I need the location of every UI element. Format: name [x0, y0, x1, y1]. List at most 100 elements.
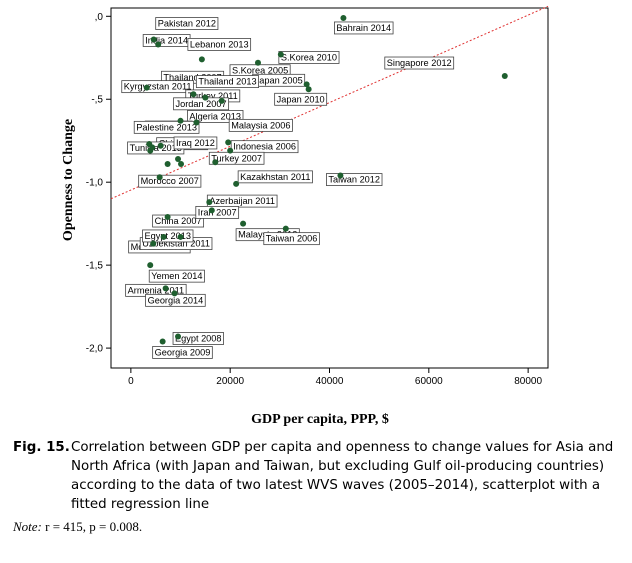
- data-point: [157, 142, 164, 149]
- figure-caption-text: Correlation between GDP per capita and o…: [71, 440, 614, 512]
- point-label-text: Taiwan 2006: [266, 234, 318, 244]
- data-point: [282, 225, 289, 232]
- points-layer: [143, 14, 508, 345]
- point-label-text: Turkey 2011: [188, 91, 238, 101]
- data-point: [303, 81, 310, 88]
- x-tick-label: 40000: [316, 376, 344, 387]
- data-point: [202, 94, 209, 101]
- data-point: [240, 220, 247, 227]
- point-label-text: Turkey 2007: [211, 153, 262, 163]
- point-label-text: Egypt 2008: [175, 333, 222, 343]
- point-label: Japan 2010: [274, 92, 328, 106]
- data-point: [177, 233, 184, 240]
- point-label-box: [263, 232, 320, 246]
- y-tick-label: -1,0: [86, 178, 104, 189]
- point-label: Turkey 2007: [208, 151, 265, 165]
- point-label-text: S.Korea 2005: [232, 66, 288, 76]
- data-point: [225, 139, 232, 146]
- point-label-box: [228, 118, 293, 132]
- x-tick-label: 20000: [216, 376, 244, 387]
- point-label: Taiwan 2012: [326, 173, 383, 186]
- point-label-box: [208, 151, 265, 165]
- point-label: Kyrgyzstan 2011: [121, 80, 194, 94]
- point-label: S.Korea 2010: [278, 51, 340, 64]
- x-tick-label: 0: [128, 376, 134, 387]
- x-axis-title: GDP per capita, PPP, $: [251, 412, 389, 427]
- scatter-chart: 0 20000 40000 60000 80000 ,0-,5-1,0-1,5-2,0 …: [61, 5, 549, 427]
- point-label: Singapore 2012: [384, 56, 455, 70]
- point-label: Georgia 2009: [152, 346, 213, 359]
- point-label-text: Japan 2010: [277, 94, 325, 104]
- point-label-text: Pakistan 2012: [158, 19, 216, 29]
- point-label-text: China 2007: [155, 216, 202, 226]
- point-label-text: Palestine 2013: [136, 122, 197, 132]
- data-point: [218, 97, 225, 104]
- point-label-box: [274, 92, 328, 106]
- data-point: [277, 51, 284, 58]
- point-label: Japan 2005: [252, 73, 306, 87]
- point-label-text: Tunisia 2013: [130, 143, 182, 153]
- data-point: [206, 199, 213, 206]
- data-point: [501, 73, 508, 80]
- point-label-box: [121, 80, 194, 94]
- point-label: Azerbaijan 2011: [206, 194, 278, 208]
- point-label: Lebanon 2013: [187, 38, 252, 51]
- point-label-text: Kazakhstan 2011: [240, 172, 310, 182]
- y-tick-label: ,0: [95, 12, 104, 23]
- y-tick-label: -,5: [91, 95, 103, 106]
- point-label-text: Jordan 2007: [176, 99, 227, 109]
- data-point: [147, 262, 154, 269]
- point-label-text: Indonesia 2006: [233, 142, 296, 152]
- point-label-text: Uzbekistan 2011: [142, 239, 210, 249]
- data-point: [340, 14, 347, 21]
- data-point: [150, 36, 157, 43]
- data-point: [162, 285, 169, 292]
- data-point: [198, 56, 205, 63]
- point-label: India 2014: [142, 34, 191, 47]
- data-point: [160, 233, 167, 240]
- point-label-text: Algeria 2013: [189, 111, 241, 121]
- point-label-text: Georgia 2009: [155, 347, 211, 357]
- x-tick-label: 60000: [415, 376, 443, 387]
- figure-label: Fig. 15.: [13, 440, 70, 455]
- data-point: [177, 117, 184, 124]
- point-label: Yemen 2014: [148, 269, 205, 283]
- data-point: [190, 91, 197, 98]
- data-point: [164, 214, 171, 221]
- y-axis: ,0 -,5 -1,0 -1,5 -2,0: [86, 12, 111, 355]
- point-label-box: [187, 38, 252, 51]
- note-label: Note:: [13, 519, 42, 534]
- point-label-text: Bahrain 2014: [336, 23, 391, 33]
- data-point: [164, 160, 171, 167]
- point-label: Iraq 2012: [173, 136, 218, 150]
- point-label-box: [152, 346, 213, 359]
- data-point: [150, 240, 157, 247]
- point-label: Thailand 2013: [195, 75, 259, 88]
- point-label-box: [278, 51, 340, 64]
- point-label-box: [384, 56, 455, 70]
- data-point: [171, 290, 178, 297]
- point-label: Iran 2007: [195, 205, 240, 219]
- point-label-box: [133, 120, 200, 134]
- data-point: [254, 59, 261, 66]
- point-label-text: Iraq 2012: [176, 138, 215, 148]
- point-label-text: India 2014: [145, 35, 188, 45]
- data-point: [305, 86, 312, 93]
- point-label: Indonesia 2006: [230, 140, 299, 154]
- data-point: [178, 160, 185, 167]
- point-label-text: Azerbaijan 2011: [209, 196, 275, 206]
- point-label: Egypt 2008: [172, 332, 224, 345]
- point-label: Pakistan 2012: [155, 17, 219, 30]
- data-point: [193, 119, 200, 126]
- point-label-text: Taiwan 2012: [328, 175, 380, 185]
- regression-line-layer: [110, 5, 549, 200]
- point-label-box: [155, 17, 219, 30]
- point-label: Taiwan 2006: [263, 232, 320, 246]
- point-label-text: Japan 2005: [255, 75, 303, 85]
- data-point: [337, 172, 344, 179]
- note-text: r = 415, p = 0.008.: [41, 519, 143, 534]
- point-label: Jordan 2007: [173, 97, 230, 111]
- point-label-text: Kyrgyzstan 2011: [124, 82, 192, 92]
- point-label-text: Thailand 2013: [198, 77, 256, 87]
- point-label-text: S.Korea 2010: [281, 52, 337, 62]
